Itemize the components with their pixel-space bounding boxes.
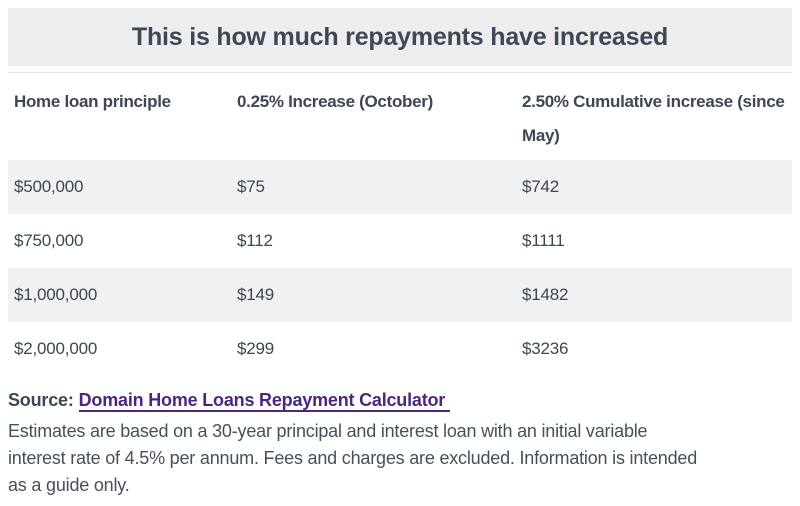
table-row: $750,000 $112 $1111	[8, 214, 792, 268]
chart-title: This is how much repayments have increas…	[8, 8, 792, 66]
column-header-cumulative-increase: 2.50% Cumulative increase (since May)	[522, 92, 785, 145]
cell-october-increase: $149	[237, 285, 275, 304]
cell-october-increase: $75	[237, 177, 265, 196]
table-row: $2,000,000 $299 $3236	[8, 322, 792, 376]
cell-cumulative-increase: $1482	[522, 285, 569, 304]
footnote-line: as a guide only.	[8, 475, 130, 495]
source-line: Source: Domain Home Loans Repayment Calcu…	[8, 390, 792, 412]
footnote-line: Estimates are based on a 30-year princip…	[8, 421, 648, 441]
cell-principle: $500,000	[14, 177, 84, 196]
cell-october-increase: $299	[237, 339, 275, 358]
disclaimer-text: Estimates are based on a 30-year princip…	[8, 418, 792, 499]
footnote-line: interest rate of 4.5% per annum. Fees an…	[8, 448, 698, 468]
cell-cumulative-increase: $1111	[522, 231, 565, 250]
table-row: $1,000,000 $149 $1482	[8, 268, 792, 322]
table-header-row: Home loan principle 0.25% Increase (Octo…	[8, 73, 792, 160]
table-row: $500,000 $75 $742	[8, 160, 792, 214]
cell-principle: $2,000,000	[14, 339, 98, 358]
repayments-table: Home loan principle 0.25% Increase (Octo…	[8, 72, 792, 376]
column-header-principle: Home loan principle	[14, 92, 171, 111]
column-header-october-increase: 0.25% Increase (October)	[237, 92, 433, 111]
cell-principle: $1,000,000	[14, 285, 98, 304]
cell-principle: $750,000	[14, 231, 84, 250]
source-link[interactable]: Domain Home Loans Repayment Calculator	[78, 390, 451, 412]
cell-october-increase: $112	[237, 231, 273, 250]
cell-cumulative-increase: $742	[522, 177, 560, 196]
source-label: Source:	[8, 390, 74, 410]
cell-cumulative-increase: $3236	[522, 339, 569, 358]
